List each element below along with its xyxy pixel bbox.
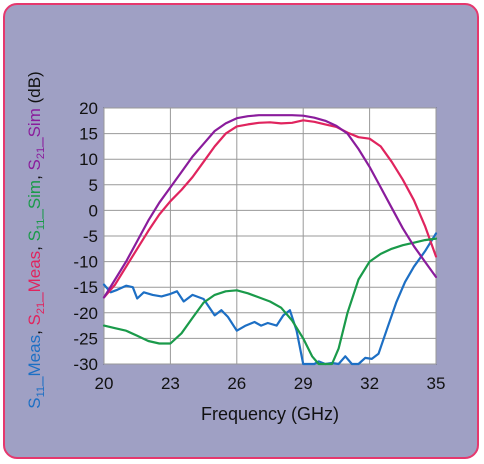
y-label-part: _Sim — [25, 180, 44, 220]
series-line-s11-sim — [102, 237, 438, 366]
series-line-s21-sim — [102, 114, 438, 299]
x-tick-label: 23 — [161, 374, 180, 393]
y-label-subscript: 21 — [35, 302, 47, 314]
x-tick-label: 29 — [294, 374, 313, 393]
y-tick-label: -5 — [83, 227, 98, 246]
grid-lines — [103, 107, 437, 365]
x-tick-labels: 20 23 26 29 32 35 — [95, 374, 446, 393]
series-lines — [102, 114, 438, 366]
x-tick-label: 20 — [95, 374, 114, 393]
y-tick-label: 20 — [79, 99, 98, 118]
y-tick-label: -20 — [73, 304, 98, 323]
y-label-part: S — [25, 397, 44, 408]
y-label-separator: , — [25, 241, 44, 250]
y-label-subscript: 11 — [35, 219, 47, 230]
y-label-separator: , — [25, 325, 44, 334]
y-label-part: _Sim — [25, 108, 44, 148]
y-tick-label: -15 — [73, 278, 98, 297]
series-line-s11-meas — [102, 232, 438, 366]
y-axis-label: S11_Meas, S21_Meas, S11_Sim, S21_Sim (dB… — [25, 71, 47, 408]
series-line-s21-meas — [102, 119, 438, 299]
y-tick-label: 0 — [89, 201, 98, 220]
y-label-part: _Meas — [25, 335, 44, 387]
y-label-subscript: 11 — [35, 386, 47, 397]
y-tick-label: -25 — [73, 329, 98, 348]
x-tick-label: 32 — [360, 374, 379, 393]
y-tick-label: 5 — [89, 176, 98, 195]
y-label-separator: (dB) — [25, 71, 44, 108]
y-tick-label: 15 — [79, 125, 98, 144]
y-tick-labels: 20 15 10 5 0 -5 -10 -15 -20 -25 -30 — [73, 99, 98, 374]
y-label-part: S — [25, 159, 44, 170]
y-label-part: S — [25, 314, 44, 325]
y-label-subscript: 21 — [35, 147, 47, 159]
y-label-part: _Meas — [25, 251, 44, 303]
x-tick-label: 35 — [427, 374, 446, 393]
y-label-part: S — [25, 230, 44, 241]
x-axis-label: Frequency (GHz) — [201, 404, 339, 424]
y-tick-label: -30 — [73, 355, 98, 374]
y-tick-label: 10 — [79, 150, 98, 169]
y-label-separator: , — [25, 170, 44, 179]
x-tick-label: 26 — [227, 374, 246, 393]
y-tick-label: -10 — [73, 253, 98, 272]
